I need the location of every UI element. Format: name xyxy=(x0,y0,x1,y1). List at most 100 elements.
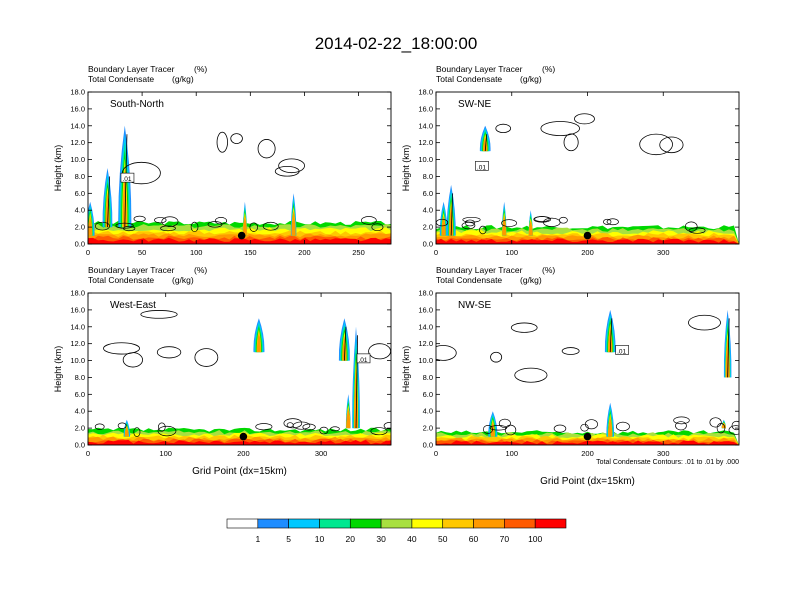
condensate-contour xyxy=(140,310,178,319)
condensate-contour xyxy=(157,425,177,437)
y-tick-label: 6.0 xyxy=(423,390,433,399)
condensate-contour xyxy=(688,314,721,331)
x-tick-label: 300 xyxy=(657,449,670,458)
subtitle-condensate-units: (g/kg) xyxy=(172,74,194,84)
condensate-contour xyxy=(731,420,739,431)
subtitle-tracer: Boundary Layer Tracer xyxy=(88,265,175,275)
condensate-contour xyxy=(728,425,739,435)
y-tick-label: 6.0 xyxy=(75,189,85,198)
x-tick-label: 200 xyxy=(581,449,594,458)
panel-name: South-North xyxy=(110,99,164,110)
condensate-contour xyxy=(160,225,176,232)
condensate-contour xyxy=(355,335,358,429)
condensate-contour xyxy=(673,416,690,425)
condensate-contour xyxy=(504,424,517,436)
y-tick-label: 18.0 xyxy=(70,88,85,97)
condensate-contour xyxy=(214,217,228,225)
x-tick-label: 0 xyxy=(434,248,438,257)
condensate-contour xyxy=(558,216,568,224)
condensate-contour xyxy=(479,225,487,235)
x-tick-label: 250 xyxy=(352,248,365,257)
condensate-contour xyxy=(283,418,303,429)
colorbar-box xyxy=(442,518,474,529)
condensate-contour xyxy=(684,221,698,232)
y-tick-label: 10.0 xyxy=(70,155,85,164)
subtitle-condensate: Total Condensate xyxy=(436,74,502,84)
condensate-contour xyxy=(302,423,316,431)
condensate-contour xyxy=(157,422,166,432)
colorbar-box xyxy=(473,518,505,529)
y-tick-label: 18.0 xyxy=(70,289,85,298)
contour-label-box xyxy=(356,353,371,364)
condensate-contour xyxy=(249,222,259,232)
condensate-contour xyxy=(107,176,111,228)
condensate-contour xyxy=(371,223,384,232)
y-tick-label: 16.0 xyxy=(70,104,85,113)
tracer-field xyxy=(88,310,391,445)
condensate-contour xyxy=(190,221,199,233)
subtitle-tracer-units: (%) xyxy=(194,265,207,275)
x-tick-label: 200 xyxy=(298,248,311,257)
panel-name: NW-SE xyxy=(458,300,491,311)
y-axis-label: Height (km) xyxy=(401,145,411,192)
condensate-contour xyxy=(207,221,223,228)
condensate-contour xyxy=(194,348,219,367)
x-tick-label: 0 xyxy=(86,248,90,257)
condensate-contour xyxy=(123,225,136,232)
contour-label: .01 xyxy=(617,348,626,355)
subtitle-condensate-units: (g/kg) xyxy=(520,275,542,285)
condensate-contour xyxy=(133,427,141,437)
y-tick-label: 2.0 xyxy=(423,223,433,232)
plume-layer xyxy=(353,367,359,429)
y-tick-label: 2.0 xyxy=(75,223,85,232)
x-tick-label: 200 xyxy=(237,449,250,458)
y-tick-label: 2.0 xyxy=(75,424,85,433)
colorbar-box xyxy=(319,518,351,529)
condensate-contour xyxy=(343,326,347,361)
condensate-contour xyxy=(615,421,630,432)
condensate-contour xyxy=(230,133,243,144)
panel-name: West-East xyxy=(110,300,156,311)
plume-layer xyxy=(242,215,247,236)
colorbar-box xyxy=(226,518,259,529)
condensate-contour xyxy=(319,426,329,435)
y-axis-label: Height (km) xyxy=(401,346,411,393)
subtitle-condensate: Total Condensate xyxy=(436,275,502,285)
condensate-contour xyxy=(727,318,730,378)
plume-layer xyxy=(122,166,127,228)
condensate-contour xyxy=(450,193,454,236)
condensate-contour xyxy=(609,318,613,353)
condensate-contour xyxy=(95,221,110,231)
contour-label-box xyxy=(120,172,135,183)
y-tick-label: 8.0 xyxy=(75,172,85,181)
panel-frame xyxy=(87,292,392,446)
condensate-contour xyxy=(216,131,228,153)
condensate-contour xyxy=(330,426,340,432)
plume-layer xyxy=(342,335,347,361)
plume-layer xyxy=(725,336,730,378)
y-tick-label: 8.0 xyxy=(423,172,433,181)
contour-label-box xyxy=(475,161,489,171)
y-axis-label: Height (km) xyxy=(53,145,63,192)
subtitle-tracer: Boundary Layer Tracer xyxy=(88,64,175,74)
y-tick-label: 4.0 xyxy=(75,206,85,215)
subtitle-condensate: Total Condensate xyxy=(88,74,154,84)
condensate-contour xyxy=(540,121,580,137)
x-tick-label: 100 xyxy=(190,248,203,257)
plume-layer xyxy=(88,215,93,236)
colorbar-box xyxy=(411,518,444,529)
condensate-contour xyxy=(501,219,518,227)
y-tick-label: 6.0 xyxy=(423,189,433,198)
plume-layer xyxy=(608,416,613,437)
colorbar-label: 50 xyxy=(438,534,448,544)
contour-label: .01 xyxy=(122,176,131,183)
condensate-contour xyxy=(553,424,567,433)
y-tick-label: 16.0 xyxy=(418,104,433,113)
contour-label: .01 xyxy=(359,357,368,364)
y-tick-label: 4.0 xyxy=(75,407,85,416)
colorbar-box xyxy=(534,518,567,529)
location-marker xyxy=(583,231,592,240)
plume-layer xyxy=(441,215,446,236)
y-tick-label: 10.0 xyxy=(70,356,85,365)
condensate-contour xyxy=(603,218,612,225)
